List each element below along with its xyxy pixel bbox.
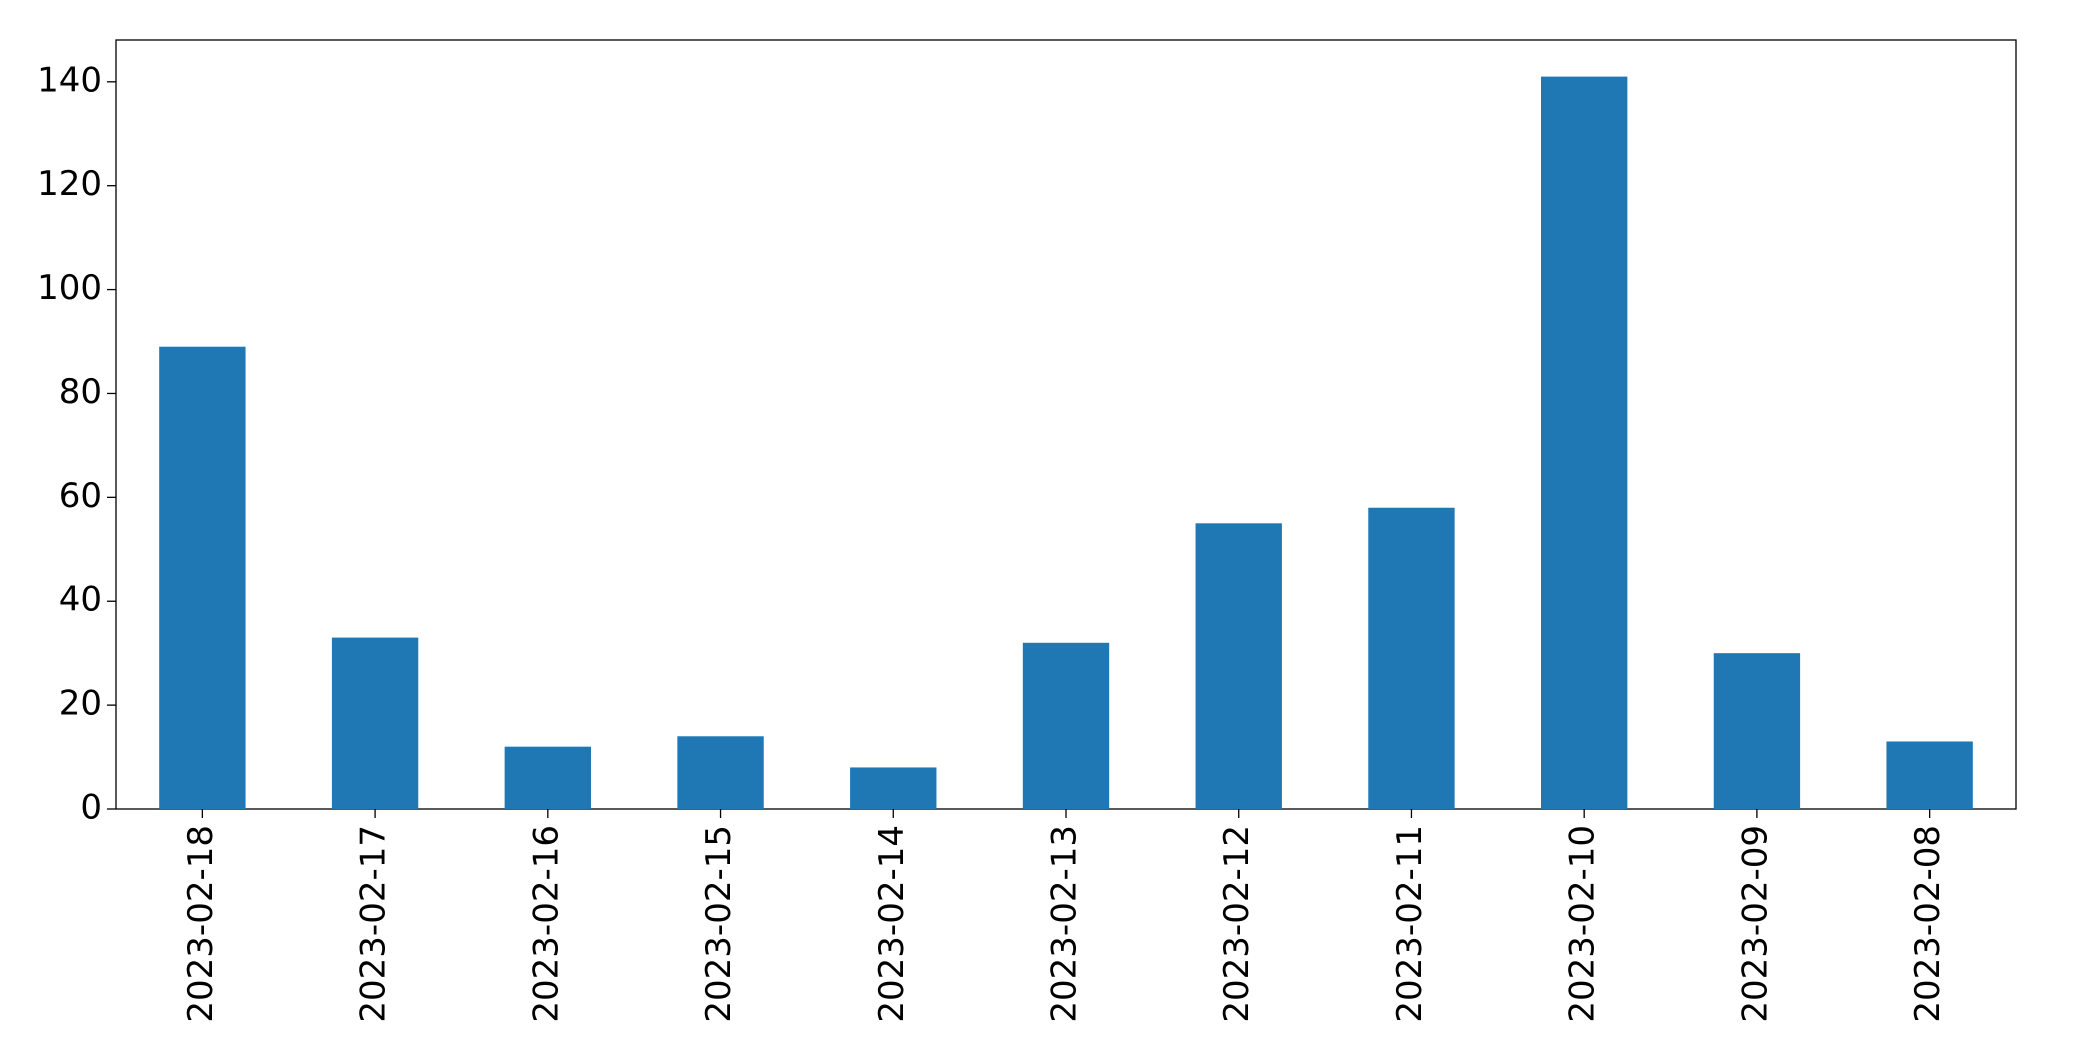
y-tick-label: 140 bbox=[37, 60, 102, 100]
bar bbox=[159, 346, 246, 809]
y-tick-label: 80 bbox=[59, 372, 102, 412]
x-tick-label: 2023-02-16 bbox=[526, 825, 566, 1023]
x-tick-label: 2023-02-12 bbox=[1217, 825, 1257, 1023]
y-tick-label: 120 bbox=[37, 164, 102, 204]
x-tick-label: 2023-02-11 bbox=[1390, 825, 1430, 1023]
x-tick-label: 2023-02-13 bbox=[1045, 825, 1085, 1023]
x-tick-label: 2023-02-10 bbox=[1563, 825, 1603, 1023]
bar bbox=[1713, 653, 1801, 809]
bar bbox=[1886, 741, 1973, 809]
bar bbox=[1022, 642, 1110, 809]
bar bbox=[677, 736, 764, 809]
x-tick-label: 2023-02-15 bbox=[699, 825, 739, 1023]
x-tick-label: 2023-02-08 bbox=[1908, 825, 1948, 1023]
bar bbox=[504, 746, 591, 809]
x-tick-label: 2023-02-17 bbox=[354, 825, 394, 1023]
bar bbox=[1541, 76, 1628, 810]
x-tick-label: 2023-02-09 bbox=[1735, 825, 1775, 1023]
y-tick-label: 0 bbox=[80, 788, 102, 828]
x-tick-label: 2023-02-18 bbox=[181, 825, 221, 1023]
bar bbox=[1195, 523, 1282, 809]
bar bbox=[1368, 507, 1455, 809]
y-tick-label: 20 bbox=[59, 684, 102, 724]
y-tick-label: 60 bbox=[59, 476, 102, 516]
x-tick-label: 2023-02-14 bbox=[872, 825, 912, 1023]
y-tick-label: 100 bbox=[37, 268, 102, 308]
bar bbox=[331, 637, 419, 809]
y-tick-label: 40 bbox=[59, 580, 102, 620]
bar bbox=[850, 767, 937, 809]
